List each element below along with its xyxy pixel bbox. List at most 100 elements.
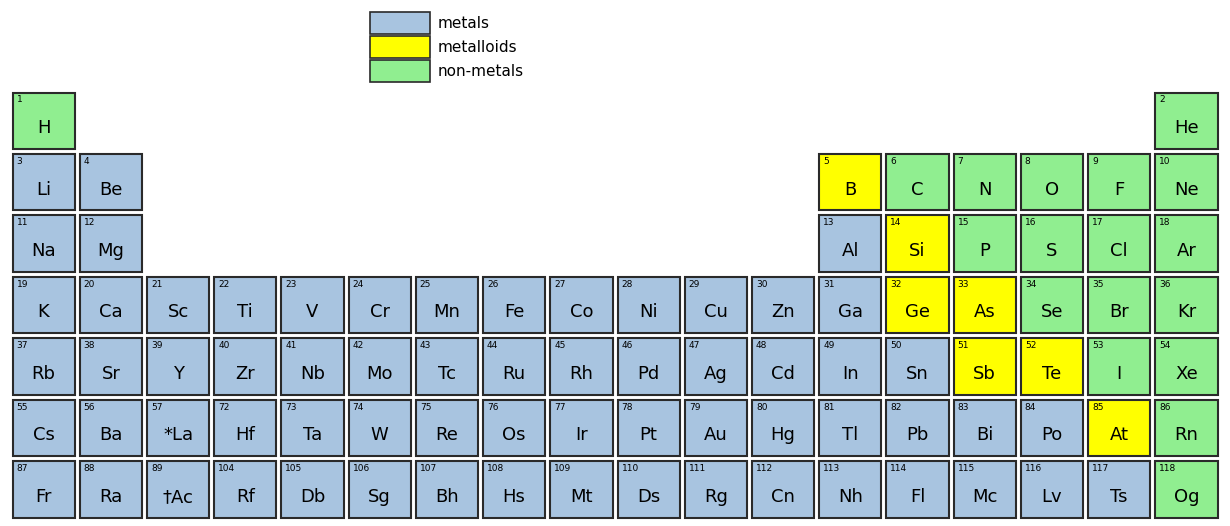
Text: Po: Po — [1042, 426, 1063, 444]
Text: 27: 27 — [555, 280, 566, 289]
FancyBboxPatch shape — [146, 338, 209, 394]
Text: P: P — [979, 242, 990, 260]
Text: Db: Db — [300, 488, 325, 505]
FancyBboxPatch shape — [146, 277, 209, 333]
Text: Br: Br — [1109, 304, 1129, 321]
Text: 30: 30 — [756, 280, 768, 289]
Text: Ir: Ir — [574, 426, 588, 444]
Text: At: At — [1109, 426, 1129, 444]
Text: non-metals: non-metals — [438, 64, 524, 78]
Text: In: In — [843, 365, 859, 383]
Text: Fl: Fl — [910, 488, 925, 505]
Text: 1: 1 — [16, 96, 22, 105]
FancyBboxPatch shape — [887, 154, 948, 210]
Text: 15: 15 — [958, 218, 969, 227]
Text: *La: *La — [164, 426, 193, 444]
Text: Ru: Ru — [503, 365, 525, 383]
Text: 12: 12 — [84, 218, 95, 227]
FancyBboxPatch shape — [617, 461, 680, 518]
Text: 49: 49 — [823, 341, 834, 350]
Text: Ar: Ar — [1176, 242, 1197, 260]
Text: Og: Og — [1173, 488, 1199, 505]
Text: 116: 116 — [1025, 464, 1042, 473]
Text: 82: 82 — [891, 402, 902, 412]
FancyBboxPatch shape — [1155, 400, 1218, 456]
Text: Mc: Mc — [972, 488, 998, 505]
FancyBboxPatch shape — [1021, 400, 1084, 456]
FancyBboxPatch shape — [1021, 277, 1084, 333]
Text: 19: 19 — [16, 280, 28, 289]
Text: C: C — [911, 180, 924, 198]
Text: Kr: Kr — [1177, 304, 1196, 321]
Text: H: H — [37, 119, 50, 137]
Text: 36: 36 — [1160, 280, 1171, 289]
Text: 44: 44 — [487, 341, 498, 350]
FancyBboxPatch shape — [12, 461, 75, 518]
Text: 16: 16 — [1025, 218, 1037, 227]
Text: Rh: Rh — [569, 365, 593, 383]
FancyBboxPatch shape — [12, 154, 75, 210]
FancyBboxPatch shape — [953, 400, 1016, 456]
Text: †Ac: †Ac — [162, 488, 193, 505]
FancyBboxPatch shape — [348, 338, 411, 394]
Text: 51: 51 — [958, 341, 969, 350]
FancyBboxPatch shape — [214, 277, 277, 333]
FancyBboxPatch shape — [12, 93, 75, 149]
FancyBboxPatch shape — [887, 461, 948, 518]
Text: K: K — [38, 304, 49, 321]
Text: S: S — [1047, 242, 1058, 260]
Text: 118: 118 — [1160, 464, 1177, 473]
FancyBboxPatch shape — [12, 215, 75, 272]
Text: 6: 6 — [891, 157, 897, 166]
Text: 56: 56 — [84, 402, 95, 412]
Text: Be: Be — [100, 180, 123, 198]
Text: Sc: Sc — [167, 304, 188, 321]
Text: Fe: Fe — [504, 304, 524, 321]
Text: Tc: Tc — [438, 365, 456, 383]
Text: He: He — [1175, 119, 1199, 137]
Text: Os: Os — [502, 426, 526, 444]
FancyBboxPatch shape — [819, 277, 882, 333]
FancyBboxPatch shape — [1021, 154, 1084, 210]
Text: Si: Si — [909, 242, 926, 260]
Text: metalloids: metalloids — [438, 39, 518, 55]
Text: 35: 35 — [1092, 280, 1103, 289]
Text: Ge: Ge — [905, 304, 930, 321]
Text: Zr: Zr — [235, 365, 255, 383]
Text: 43: 43 — [419, 341, 432, 350]
FancyBboxPatch shape — [214, 338, 277, 394]
FancyBboxPatch shape — [80, 215, 141, 272]
Text: 34: 34 — [1025, 280, 1036, 289]
Text: Na: Na — [31, 242, 55, 260]
Text: 108: 108 — [487, 464, 504, 473]
Text: 47: 47 — [689, 341, 700, 350]
FancyBboxPatch shape — [1021, 215, 1084, 272]
FancyBboxPatch shape — [1155, 215, 1218, 272]
FancyBboxPatch shape — [282, 400, 343, 456]
Text: 112: 112 — [756, 464, 774, 473]
Text: 79: 79 — [689, 402, 700, 412]
Text: 77: 77 — [555, 402, 566, 412]
Text: Mg: Mg — [97, 242, 124, 260]
FancyBboxPatch shape — [819, 215, 882, 272]
FancyBboxPatch shape — [1155, 277, 1218, 333]
FancyBboxPatch shape — [483, 400, 545, 456]
Text: 54: 54 — [1160, 341, 1171, 350]
Text: 74: 74 — [353, 402, 364, 412]
Text: 8: 8 — [1025, 157, 1031, 166]
Text: 85: 85 — [1092, 402, 1103, 412]
Text: Au: Au — [704, 426, 728, 444]
Text: I: I — [1117, 365, 1122, 383]
Text: Pt: Pt — [640, 426, 658, 444]
Text: 40: 40 — [218, 341, 230, 350]
FancyBboxPatch shape — [80, 400, 141, 456]
Text: 114: 114 — [891, 464, 908, 473]
Text: 11: 11 — [16, 218, 28, 227]
FancyBboxPatch shape — [80, 461, 141, 518]
FancyBboxPatch shape — [752, 338, 814, 394]
FancyBboxPatch shape — [819, 400, 882, 456]
FancyBboxPatch shape — [12, 277, 75, 333]
Text: 50: 50 — [891, 341, 902, 350]
Text: Hg: Hg — [771, 426, 796, 444]
Text: 81: 81 — [823, 402, 835, 412]
